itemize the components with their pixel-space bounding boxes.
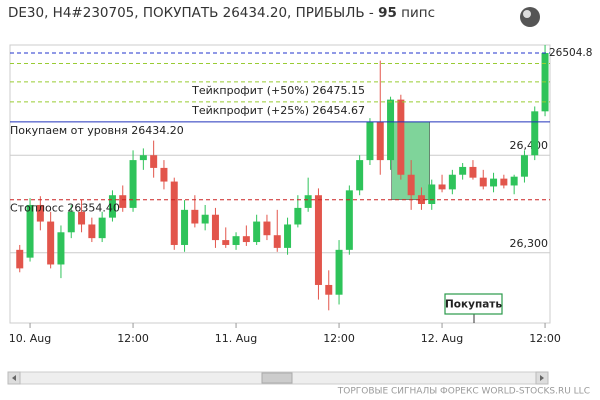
candle-body: [407, 174, 415, 196]
candle-body: [150, 155, 158, 168]
annotation-label: Покупать: [445, 299, 502, 311]
x-tick-label: 12:00: [117, 332, 149, 345]
candle-body: [263, 221, 271, 236]
candle-body: [181, 209, 189, 245]
y-tick-label: 26,300: [510, 237, 549, 250]
candle-body: [335, 249, 343, 295]
candle-body: [459, 166, 467, 175]
candle-body: [366, 122, 374, 161]
level-label: Покупаем от уровня 26434.20: [10, 124, 184, 137]
candle-body: [417, 195, 425, 204]
plot-area: [9, 44, 551, 324]
candle-body: [490, 178, 498, 187]
x-tick-label: 11. Aug: [215, 332, 257, 345]
candle-body: [98, 217, 106, 239]
candle-body: [57, 232, 65, 265]
scrollbar: [7, 371, 549, 385]
candle-body: [88, 224, 96, 239]
candle-body: [284, 224, 292, 248]
candle-body: [325, 284, 333, 295]
y-tick-label: 26,400: [510, 139, 549, 152]
candle-body: [438, 184, 446, 190]
candle-body: [469, 166, 477, 178]
level-label: Тейкпрофит (+25%) 26454.67: [191, 104, 365, 117]
candle-body: [387, 99, 395, 161]
candle-body: [314, 195, 322, 285]
candle-body: [242, 236, 250, 243]
candle-body: [520, 155, 528, 177]
candle-body: [108, 195, 116, 218]
candle-body: [78, 211, 86, 225]
globe-icon: [520, 7, 540, 27]
candle-body: [294, 207, 302, 225]
candle-body: [304, 195, 312, 208]
candle-body: [211, 214, 219, 241]
candle-body: [222, 240, 230, 245]
candle-body: [129, 160, 137, 208]
candle-body: [36, 204, 44, 222]
level-label: Тейкпрофит (+50%) 26475.15: [191, 84, 365, 97]
last-price-label: 26504.8: [549, 47, 592, 59]
title-part: 95: [378, 5, 397, 21]
chart-title: DE30, H4#230705, ПОКУПАТЬ 26434.20, ПРИБ…: [8, 5, 435, 21]
candle-body: [531, 111, 539, 156]
x-tick-label: 12. Aug: [421, 332, 463, 345]
candle-body: [428, 184, 436, 204]
annotation-box: [444, 293, 503, 315]
candle-body: [201, 214, 209, 224]
x-tick-label: 12:00: [529, 332, 561, 345]
candle-body: [232, 236, 240, 245]
x-tick-label: 10. Aug: [9, 332, 51, 345]
x-tick-label: 12:00: [323, 332, 355, 345]
candle-body: [170, 181, 178, 245]
candle-body: [119, 195, 127, 208]
candle-body: [376, 122, 384, 161]
candle-body: [345, 190, 353, 250]
candle-body: [253, 221, 261, 243]
candle-body: [448, 174, 456, 190]
candle-body: [139, 155, 147, 161]
candle-body: [191, 209, 199, 224]
candle-body: [479, 177, 487, 187]
footer: ТОРГОВЫЕ СИГНАЛЫ ФОРЕКС WORLD-STOCKS.RU …: [337, 387, 590, 397]
candle-body: [500, 178, 508, 186]
title-part: пипс: [396, 5, 435, 21]
candle-body: [273, 235, 281, 248]
candle-body: [47, 221, 55, 265]
candle-body: [67, 211, 75, 233]
candle-body: [16, 249, 24, 269]
candle-body: [397, 99, 405, 175]
level-label: Стоплосс 26354.40: [10, 202, 120, 215]
title-part: DE30, H4#230705, ПОКУПАТЬ 26434.20, ПРИБ…: [8, 5, 379, 21]
candle-body: [160, 167, 168, 182]
candle-body: [26, 204, 34, 258]
candle-body: [510, 176, 518, 186]
candle-body: [356, 160, 364, 191]
